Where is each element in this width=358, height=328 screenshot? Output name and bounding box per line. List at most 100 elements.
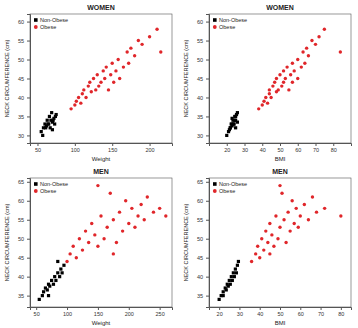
x-tick-label: 150	[94, 311, 103, 317]
point	[69, 107, 72, 110]
x-tick-mark	[245, 143, 246, 146]
x-tick: 50	[277, 307, 283, 317]
y-tick-mark	[206, 22, 209, 23]
point	[276, 237, 279, 240]
point	[105, 65, 108, 68]
point	[300, 65, 303, 68]
plot-frame	[209, 14, 351, 143]
point	[282, 81, 285, 84]
y-tick: 50	[18, 57, 30, 63]
x-axis-line	[31, 144, 173, 147]
x-tick-mark	[37, 143, 38, 146]
x-tick: 70	[318, 307, 324, 317]
point	[152, 210, 155, 213]
point	[278, 184, 281, 187]
point	[58, 275, 61, 278]
point	[51, 128, 54, 131]
point	[315, 210, 318, 213]
point	[291, 62, 294, 65]
point	[258, 256, 261, 259]
plot-frame	[209, 178, 351, 307]
point	[81, 248, 84, 251]
x-tick-label: 100	[71, 147, 80, 153]
point	[264, 229, 267, 232]
y-axis-line	[206, 179, 210, 308]
point	[158, 207, 161, 210]
point	[280, 191, 283, 194]
point	[261, 103, 264, 106]
point	[256, 245, 259, 248]
y-axis: 30354045505560	[197, 15, 210, 144]
x-tick-label: 80	[331, 147, 337, 153]
y-tick: 60	[197, 19, 209, 25]
point	[48, 285, 51, 288]
plot-frame	[30, 178, 172, 307]
x-tick: 150	[94, 307, 103, 317]
x-tick: 20	[224, 143, 230, 153]
legend: Non-ObeseObese	[213, 17, 247, 30]
y-tick-label: 35	[197, 114, 203, 120]
x-tick-mark	[150, 143, 151, 146]
point	[280, 84, 283, 87]
y-tick-label: 45	[18, 255, 24, 261]
point	[50, 279, 53, 282]
point	[230, 275, 233, 278]
x-tick: 30	[242, 143, 248, 153]
x-tick: 80	[338, 307, 344, 317]
point	[52, 119, 55, 122]
point	[143, 218, 146, 221]
x-tick-label: 200	[125, 311, 134, 317]
point	[285, 65, 288, 68]
legend-swatch	[213, 189, 217, 193]
x-tick-label: 60	[298, 311, 304, 317]
point	[231, 279, 234, 282]
point	[87, 241, 90, 244]
y-tick-label: 40	[18, 274, 24, 280]
point	[317, 35, 320, 38]
point	[307, 54, 310, 57]
x-tick: 100	[71, 143, 80, 153]
y-tick: 60	[197, 198, 209, 204]
point	[112, 81, 115, 84]
legend-entry: Non-Obese	[34, 17, 68, 23]
point	[46, 119, 49, 122]
y-tick-label: 65	[18, 179, 24, 185]
point	[278, 73, 281, 76]
x-tick-mark	[112, 143, 113, 146]
point	[235, 271, 238, 274]
point	[159, 50, 162, 53]
y-tick-mark	[206, 182, 209, 183]
panel: 5010015020025035404550556065MENWeightNEC…	[4, 168, 173, 326]
point	[222, 294, 225, 297]
legend-label: Obese	[219, 24, 235, 30]
point	[270, 233, 273, 236]
point	[278, 226, 281, 229]
x-tick-mark	[262, 143, 263, 146]
x-axis: 50100150200	[31, 143, 173, 153]
y-tick-mark	[206, 220, 209, 221]
y-tick: 45	[197, 76, 209, 82]
point	[122, 65, 125, 68]
point	[271, 84, 274, 87]
y-tick-label: 30	[18, 133, 24, 139]
point	[75, 100, 78, 103]
point	[310, 39, 313, 42]
y-tick-label: 50	[197, 57, 203, 63]
x-tick-mark	[280, 143, 281, 146]
legend-swatch	[34, 18, 38, 22]
y-tick-label: 65	[197, 179, 203, 185]
point	[103, 77, 106, 80]
point	[164, 214, 167, 217]
y-tick: 65	[197, 179, 209, 185]
y-tick-label: 55	[197, 217, 203, 223]
x-tick-mark	[239, 307, 240, 310]
point	[79, 101, 82, 104]
y-tick: 65	[18, 179, 30, 185]
point	[284, 241, 287, 244]
point	[90, 90, 93, 93]
y-tick: 45	[18, 76, 30, 82]
legend-swatch	[213, 25, 217, 29]
point	[54, 279, 57, 282]
y-tick-mark	[27, 79, 30, 80]
y-axis-title: NECK CIRCUMFERENCE (cm)	[183, 204, 189, 282]
